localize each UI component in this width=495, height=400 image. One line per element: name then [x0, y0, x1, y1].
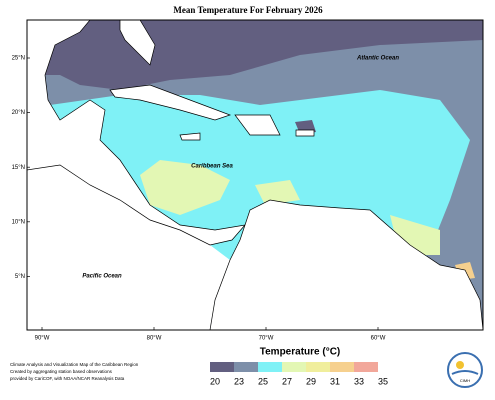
puerto-rico — [295, 129, 315, 137]
zone-warm — [255, 180, 300, 205]
lat-label: 15°N — [12, 165, 25, 171]
legend-tick: 33 — [354, 376, 364, 386]
ocean-label: Pacific Ocean — [82, 274, 122, 280]
lat-label: 10°N — [12, 219, 25, 225]
map: Atlantic Ocean Caribbean Sea Pacific Oce… — [26, 19, 484, 331]
lat-label: 20°N — [12, 110, 25, 116]
lon-label: 90°W — [35, 336, 50, 342]
credit: Climate Analysis and Visualization Map o… — [10, 362, 139, 381]
lon-label: 80°W — [147, 336, 162, 342]
title: Mean Temperature For February 2026 — [173, 5, 323, 15]
legend-title: Temperature (°C) — [260, 347, 341, 358]
pacific — [27, 165, 230, 330]
logo: CIMH — [447, 352, 483, 388]
legend-swatch — [354, 362, 378, 372]
legend-tick: 31 — [330, 376, 340, 386]
ocean-label: Caribbean Sea — [191, 164, 233, 170]
hispaniola — [234, 114, 281, 136]
logo-wave — [451, 370, 479, 375]
lat-label: 5°N — [15, 274, 25, 280]
jamaica — [179, 132, 201, 141]
legend-swatch — [234, 362, 258, 372]
legend-tick: 23 — [234, 376, 244, 386]
lon-label: 70°W — [259, 336, 274, 342]
legend: 20 23 25 27 29 31 33 35 — [210, 362, 388, 386]
legend-tick: 27 — [282, 376, 292, 386]
legend-swatch — [210, 362, 234, 372]
ocean-label: Atlantic Ocean — [356, 56, 399, 62]
lat-label: 25°N — [12, 56, 25, 62]
legend-swatch — [306, 362, 330, 372]
logo-sun — [456, 361, 464, 369]
legend-swatch — [330, 362, 354, 372]
central-america — [26, 19, 246, 246]
lon-label: 60°W — [371, 336, 386, 342]
legend-swatch — [282, 362, 306, 372]
cuba — [109, 84, 232, 121]
legend-tick: 35 — [378, 376, 388, 386]
axes: 25°N 20°N 15°N 10°N 5°N 90°W 80°W 70°W 60°W — [12, 56, 386, 342]
credit-line: provided by CariCOF, with NOAA/NCAR Rean… — [10, 376, 125, 381]
credit-line: Climate Analysis and Visualization Map o… — [10, 362, 139, 367]
legend-tick: 20 — [210, 376, 220, 386]
credit-line: Created by aggregating station based obs… — [10, 369, 113, 374]
legend-tick: 25 — [258, 376, 268, 386]
zone-warm — [140, 160, 230, 215]
map-frame — [26, 19, 484, 331]
logo-text: CIMH — [460, 378, 470, 383]
florida — [119, 19, 156, 66]
legend-tick: 29 — [306, 376, 316, 386]
south-america — [209, 199, 484, 331]
legend-swatch — [258, 362, 282, 372]
